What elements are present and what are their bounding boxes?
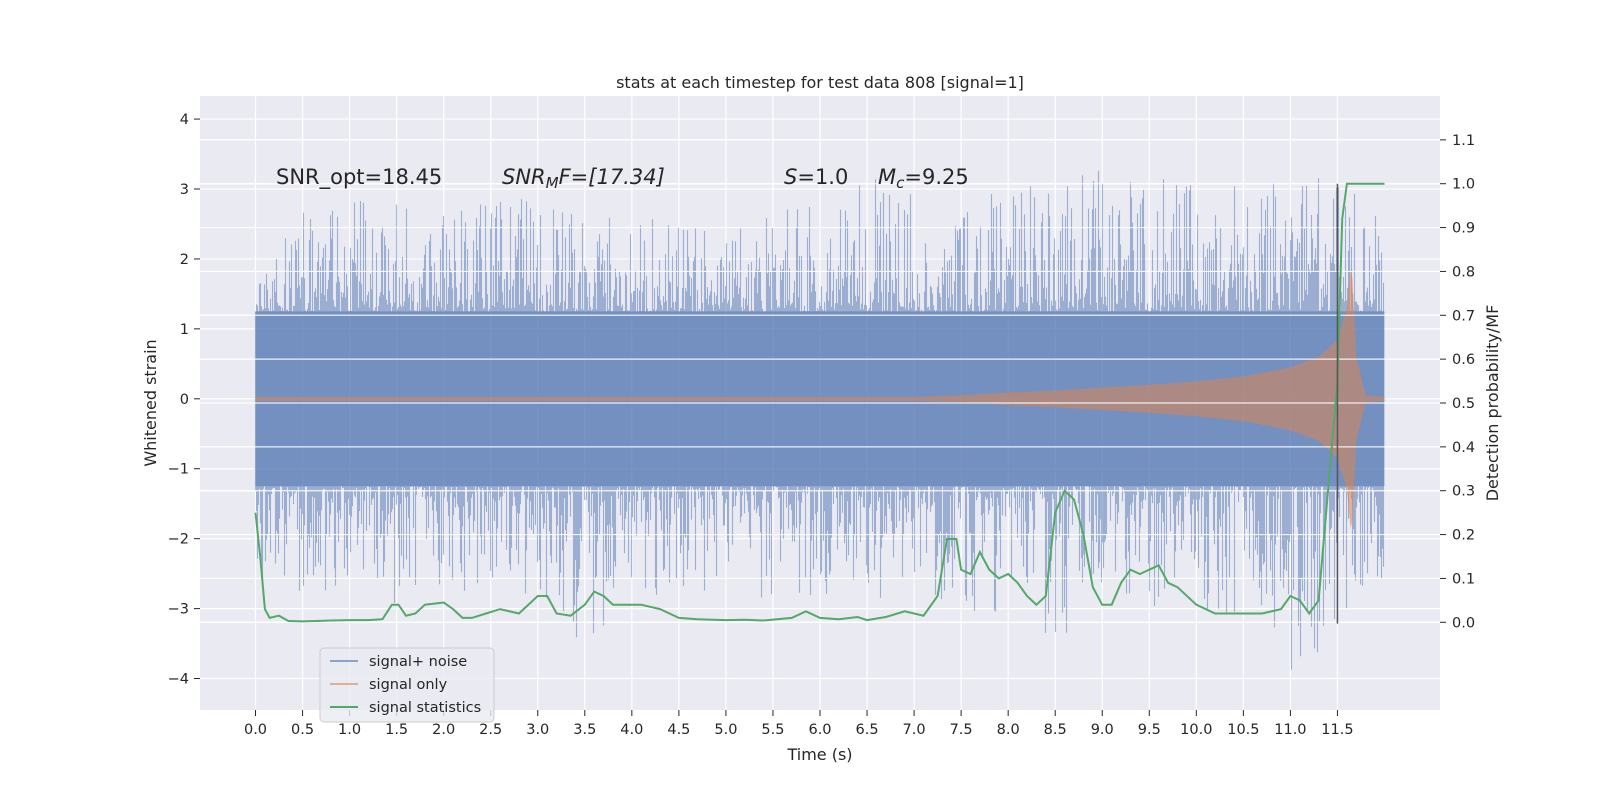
y-tick-label: 2 — [180, 252, 189, 268]
x-tick-label: 1.0 — [338, 722, 361, 738]
annotation-mc-sub: c — [896, 174, 905, 192]
x-tick-label: 4.0 — [620, 722, 643, 738]
right-tick-label: 0.8 — [1452, 264, 1475, 280]
annotation-snr-mf-sub: M — [546, 174, 559, 192]
signal-only-layer — [255, 268, 1385, 529]
legend-label-signal-only: signal only — [369, 677, 448, 693]
x-axis-label: Time (s) — [786, 745, 852, 764]
x-tick-label: 10.5 — [1227, 722, 1259, 738]
y-tick-label: 1 — [180, 322, 189, 338]
right-tick-label: 0.0 — [1452, 615, 1475, 631]
legend: signal+ noise signal only signal statist… — [319, 647, 495, 723]
right-tick-label: 0.2 — [1452, 528, 1475, 544]
x-tick-label: 0.0 — [244, 722, 267, 738]
signal-only-trace — [255, 268, 1385, 529]
annotation-snr-mf-main: SNR — [502, 165, 546, 189]
annotation-s: S=1.0 — [784, 165, 848, 189]
annotation-snr-mf: SNRMF=[17.34] — [502, 165, 665, 192]
x-tick-label: 6.0 — [808, 722, 831, 738]
signal-statistics-line — [254, 182, 1385, 623]
x-tick-label: 2.0 — [432, 722, 455, 738]
x-tick-label: 5.0 — [714, 722, 737, 738]
x-tick-label: 9.5 — [1138, 722, 1161, 738]
x-tick-label: 4.5 — [667, 722, 690, 738]
y-tick-label: −3 — [168, 602, 189, 618]
signal-statistics-layer — [200, 139, 1440, 624]
annotation-mc-symbol: M — [878, 165, 896, 189]
y-tick-label: 3 — [180, 182, 189, 198]
right-tick-label: 0.9 — [1452, 221, 1475, 237]
annotation-mc-value: =9.25 — [904, 165, 968, 189]
y-tick-label: −4 — [168, 672, 189, 688]
x-tick-label: 5.5 — [761, 722, 784, 738]
right-tick-label: 1.1 — [1452, 133, 1475, 149]
x-tick-label: 3.0 — [526, 722, 549, 738]
y-tick-label: −1 — [168, 462, 189, 478]
x-tick-label: 6.5 — [856, 722, 879, 738]
x-tick-label: 9.0 — [1091, 722, 1114, 738]
right-tick-label: 0.6 — [1452, 352, 1475, 368]
x-tick-label: 1.5 — [385, 722, 408, 738]
x-tick-label: 8.0 — [997, 722, 1020, 738]
x-tick-label: 11.0 — [1274, 722, 1306, 738]
x-tick-label: 11.5 — [1321, 722, 1353, 738]
right-axis-ticks: 1.1 1.0 0.9 0.8 0.7 0.6 0.5 0.4 0.3 0.2 0.1 0.0 — [1440, 133, 1475, 631]
y-tick-label: 0 — [180, 392, 189, 408]
right-tick-label: 1.0 — [1452, 177, 1475, 193]
x-tick-label: 8.5 — [1044, 722, 1067, 738]
legend-box — [319, 647, 495, 723]
legend-label-signal-noise: signal+ noise — [369, 654, 467, 670]
y-axis-label: Whitened strain — [141, 339, 160, 466]
right-tick-label: 0.7 — [1452, 308, 1475, 324]
x-axis-ticks: 0.0 0.5 1.0 1.5 2.0 2.5 3.0 3.5 4.0 4.5 5.0 5.5 6.0 6… — [244, 710, 1354, 738]
y-tick-label: −2 — [168, 532, 189, 548]
annotation-snr-opt: SNR_opt=18.45 — [276, 165, 442, 190]
right-tick-label: 0.3 — [1452, 484, 1475, 500]
annotation-s-symbol: S — [784, 165, 797, 189]
x-tick-label: 2.5 — [479, 722, 502, 738]
annotation-snr-mf-rest: F=[17.34] — [559, 165, 665, 189]
y-tick-label: 4 — [180, 112, 189, 128]
x-tick-label: 7.5 — [950, 722, 973, 738]
x-tick-label: 7.0 — [903, 722, 926, 738]
x-tick-label: 10.0 — [1180, 722, 1212, 738]
right-tick-label: 0.5 — [1452, 396, 1475, 412]
right-axis-label: Detection probability/MF — [1483, 305, 1502, 502]
chart-title: stats at each timestep for test data 808… — [616, 73, 1024, 92]
x-tick-label: 3.5 — [573, 722, 596, 738]
y-axis-ticks: 4 3 2 1 0 −1 −2 −3 −4 — [168, 112, 200, 688]
legend-label-signal-statistics: signal statistics — [369, 700, 481, 716]
annotation-mc: Mc=9.25 — [878, 165, 969, 192]
right-tick-label: 0.1 — [1452, 571, 1475, 587]
right-tick-label: 0.4 — [1452, 440, 1475, 456]
annotation-s-value: =1.0 — [797, 165, 848, 189]
x-tick-label: 0.5 — [291, 722, 314, 738]
